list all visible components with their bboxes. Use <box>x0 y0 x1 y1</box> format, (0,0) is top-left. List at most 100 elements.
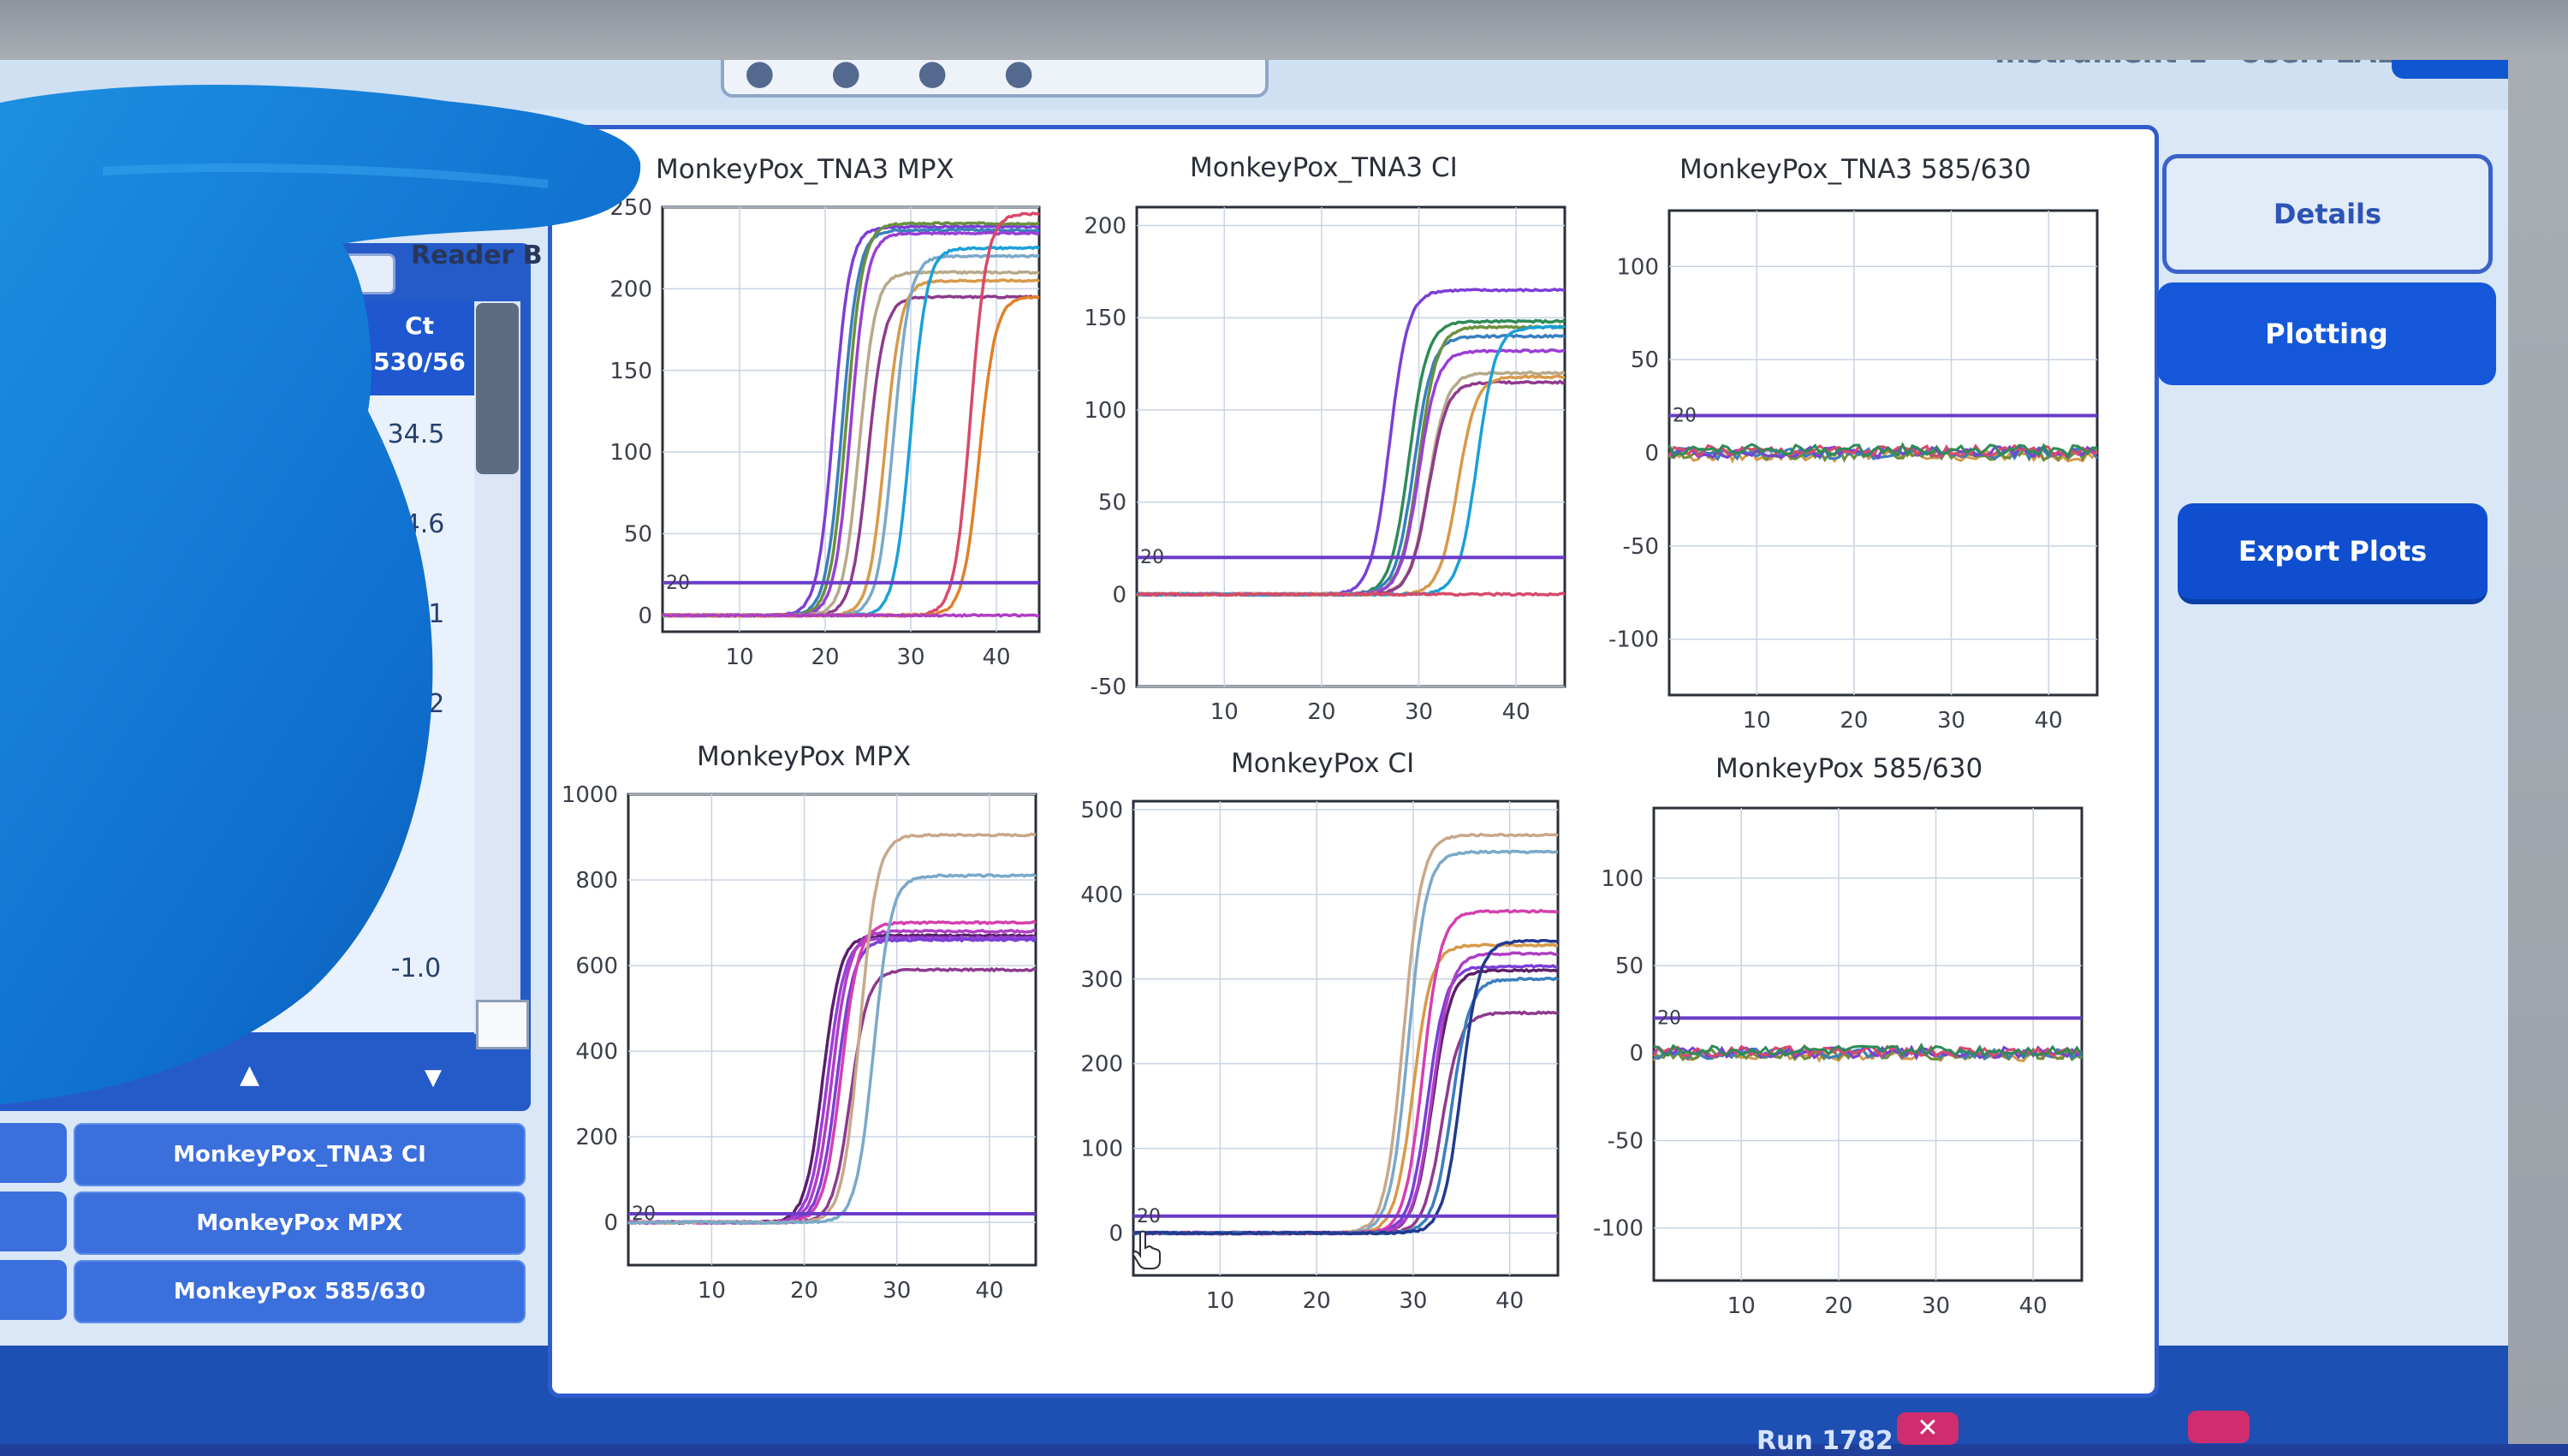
plot-frame <box>1652 806 2084 1282</box>
y-tick-label: 300 <box>1080 967 1123 993</box>
threshold-label: 20 <box>1137 1206 1161 1227</box>
ct-cell[interactable]: -1.0 <box>390 954 442 984</box>
y-tick-label: 800 <box>575 868 618 894</box>
plot-frame <box>1132 799 1560 1277</box>
x-tick-label: 10 <box>698 1278 726 1304</box>
chart-title: MonkeyPox_TNA3 CI <box>1190 152 1458 183</box>
x-tick-label: 20 <box>1307 699 1335 725</box>
button-stub[interactable] <box>0 1260 67 1320</box>
y-tick-label: -50 <box>1623 534 1659 560</box>
run-tab-label[interactable]: Run 1782 <box>1757 1426 1893 1456</box>
x-tick-label: 30 <box>1405 699 1433 725</box>
chart-title: MonkeyPox 585/630 <box>1715 753 1983 784</box>
amplification-curve <box>1136 591 1566 597</box>
amplification-curve <box>1667 442 2098 458</box>
x-tick-label: 20 <box>1303 1288 1331 1314</box>
y-tick-label: -100 <box>1608 627 1659 653</box>
chart-tna3-585-630[interactable]: 10 20 30 40 -100 -50 0 50 100 20 <box>1604 209 2118 734</box>
gloved-hand <box>0 85 641 1104</box>
y-tick-label: -100 <box>1593 1216 1644 1242</box>
y-tick-label: 1000 <box>562 782 618 808</box>
x-tick-label: 20 <box>811 645 839 670</box>
y-tick-label: 150 <box>609 359 652 384</box>
x-tick-label: 10 <box>725 645 753 670</box>
y-tick-label: 0 <box>1629 1041 1644 1067</box>
threshold-label: 20 <box>1657 1007 1681 1029</box>
plot-frame <box>627 793 1037 1267</box>
threshold-label: 20 <box>1673 405 1697 426</box>
top-toolbar-segment[interactable] <box>721 60 1269 98</box>
chart-title: MonkeyPox CI <box>1231 748 1415 779</box>
plot-select-tna3-ci-button[interactable]: MonkeyPox_TNA3 CI <box>74 1123 526 1186</box>
plotting-button[interactable]: Plotting <box>2157 282 2496 385</box>
button-stub[interactable] <box>0 1192 67 1251</box>
x-tick-label: 10 <box>1727 1293 1756 1319</box>
y-tick-label: 150 <box>1084 306 1126 331</box>
y-tick-label: 100 <box>1616 254 1659 280</box>
y-tick-label: 400 <box>575 1039 618 1065</box>
plot-frame <box>1135 205 1566 688</box>
y-tick-label: -50 <box>1608 1128 1644 1154</box>
hand-pointer-icon <box>1132 1230 1161 1269</box>
user-info: Instrument 1 · User: LALEN <box>1994 60 2440 70</box>
x-tick-label: 40 <box>2035 708 2063 734</box>
y-tick-label: 500 <box>1080 798 1123 823</box>
y-tick-label: 50 <box>624 522 652 548</box>
y-tick-label: 0 <box>1112 582 1126 608</box>
x-tick-label: 40 <box>2019 1293 2048 1319</box>
chart-tna3-ci[interactable]: 10 20 30 40 -50 0 50 100 150 200 20 <box>1084 205 1582 729</box>
button-stub[interactable] <box>0 1123 67 1183</box>
threshold-label: 20 <box>1140 547 1164 568</box>
ct-header-line1: Ct <box>405 312 434 340</box>
x-tick-label: 40 <box>982 645 1010 670</box>
x-tick-label: 10 <box>1206 1288 1234 1314</box>
x-tick-label: 20 <box>1840 708 1868 734</box>
amplification-curve <box>1653 1043 2084 1058</box>
chart-title: MonkeyPox_TNA3 MPX <box>656 154 954 185</box>
x-tick-label: 20 <box>790 1278 818 1304</box>
x-tick-label: 40 <box>975 1278 1003 1304</box>
scroll-up-icon[interactable]: ▲ <box>240 1060 260 1090</box>
y-tick-label: 0 <box>638 603 652 629</box>
details-button[interactable]: Details <box>2162 154 2493 274</box>
y-tick-label: -50 <box>1091 675 1126 700</box>
y-tick-label: 100 <box>1084 398 1126 424</box>
ct-header-line2: 530/56 <box>373 348 466 376</box>
y-tick-label: 400 <box>1080 883 1123 908</box>
x-tick-label: 30 <box>896 645 924 670</box>
y-tick-label: 200 <box>609 276 652 302</box>
y-tick-label: 50 <box>1098 490 1126 516</box>
x-tick-label: 10 <box>1210 699 1239 725</box>
x-tick-label: 40 <box>1502 699 1531 725</box>
ct-cell[interactable]: 34.5 <box>387 419 445 449</box>
y-tick-label: 100 <box>1601 866 1644 892</box>
chart-585-630[interactable]: 10 20 30 40 -100 -50 0 50 100 20 <box>1593 806 2107 1322</box>
x-tick-label: 40 <box>1495 1288 1524 1314</box>
reader-label: Reader B <box>411 241 543 270</box>
scrollbar-thumb[interactable] <box>476 303 519 474</box>
amplification-curve <box>627 872 1037 1226</box>
y-tick-label: 100 <box>1080 1137 1123 1162</box>
top-right-button[interactable] <box>2392 60 2508 79</box>
amplification-curve <box>1132 938 1558 1236</box>
plot-select-mpx-button[interactable]: MonkeyPox MPX <box>74 1192 526 1255</box>
x-tick-label: 30 <box>1399 1288 1427 1314</box>
table-corner-cell <box>476 1000 529 1049</box>
export-plots-button[interactable]: Export Plots <box>2178 503 2488 604</box>
y-tick-label: 50 <box>1615 954 1644 979</box>
close-icon[interactable]: ✕ <box>1897 1412 1959 1445</box>
threshold-label: 20 <box>632 1203 656 1225</box>
y-tick-label: 600 <box>575 954 618 979</box>
scroll-down-icon[interactable]: ▼ <box>425 1065 442 1091</box>
x-tick-label: 30 <box>1937 708 1965 734</box>
y-tick-label: 100 <box>609 440 652 466</box>
amplification-curve <box>663 612 1040 618</box>
ct-column-header[interactable]: Ct 530/56 <box>360 301 479 395</box>
chart-title: MonkeyPox MPX <box>697 741 912 772</box>
plot-select-585-630-button[interactable]: MonkeyPox 585/630 <box>74 1260 526 1323</box>
close-icon[interactable] <box>2188 1411 2250 1443</box>
x-tick-label: 30 <box>883 1278 911 1304</box>
